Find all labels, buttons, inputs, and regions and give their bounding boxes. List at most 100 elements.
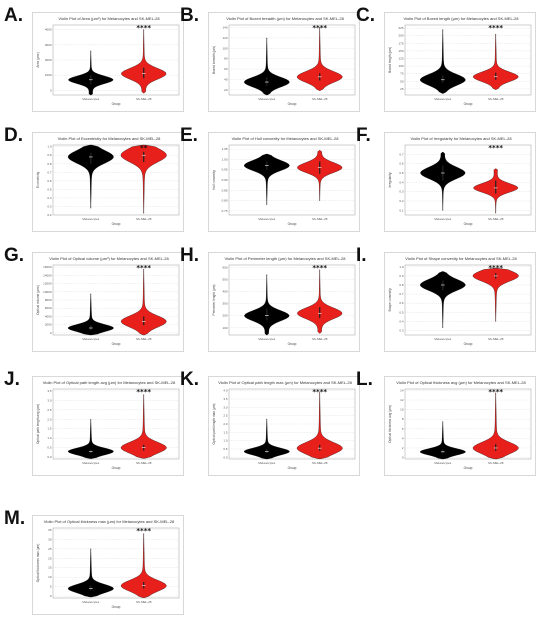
x-tick-label: Melanocytes (434, 337, 451, 341)
y-tick-label: 1000 (45, 73, 52, 77)
significance-marker: **** (488, 24, 503, 32)
violin-sk-mel-28 (296, 27, 343, 91)
y-tick-label: 400 (222, 290, 227, 294)
violin-sk-mel-28 (120, 268, 167, 336)
violin-chart: Violin Plot of Hull convexity for Melano… (212, 136, 356, 226)
y-tick-label: 3000 (45, 43, 52, 47)
violin-melanocytes (68, 50, 114, 96)
violin-chart: Violin Plot of Shape convexity for Melan… (388, 256, 532, 346)
y-tick-label: 200 (398, 34, 403, 38)
y-tick-label: 0.5 (399, 310, 404, 314)
violin-chart: Violin Plot of Eccentricity for Melanocy… (36, 136, 180, 226)
chart-title: Violin Plot of Irregularity for Melanocy… (410, 136, 512, 141)
y-tick-label: 0.0 (47, 455, 52, 459)
y-tick-label: 40 (224, 77, 228, 81)
y-tick-label: 1.5 (47, 427, 52, 431)
chart-frame: Violin Plot of Boxed length (μm) for Mel… (384, 12, 536, 112)
y-tick-label: 0.6 (399, 162, 404, 166)
y-axis-label: Eccentricity (36, 171, 40, 188)
violin-chart: Violin Plot of Optical thickness max (μm… (36, 519, 180, 609)
x-tick-label: SK-MEL-28 (488, 97, 504, 101)
violin-sk-mel-28 (472, 392, 519, 460)
y-tick-label: 0.4 (399, 180, 404, 184)
violin-melanocytes (420, 151, 466, 211)
violin-sk-mel-28 (120, 394, 167, 459)
panel-letter: E. (180, 125, 198, 146)
y-tick-label: 120 (222, 36, 227, 40)
axes-box (52, 527, 180, 599)
y-tick-label: 8000 (45, 298, 52, 302)
violin-chart: Violin Plot of Area (μm²) for Melanocyte… (36, 16, 180, 106)
y-tick-label: 0.7 (399, 152, 404, 156)
y-tick-label: 5 (50, 585, 52, 589)
panel-letter: C. (356, 5, 375, 26)
chart-title: Violin Plot of Area (μm²) for Melanocyte… (58, 16, 160, 21)
chart-title: Violin Plot of Eccentricity for Melanocy… (58, 136, 161, 141)
panel-d: D. Violin Plot of Eccentricity for Melano… (4, 126, 184, 234)
chart-title: Violin Plot of Optical thickness avg (μm… (396, 380, 526, 385)
x-tick-label: SK-MEL-28 (136, 461, 152, 465)
chart-title: Violin Plot of Hull convexity for Melano… (232, 136, 340, 141)
violin-melanocytes (68, 144, 114, 209)
violin-sk-mel-28 (472, 33, 519, 90)
violin-melanocytes (67, 293, 114, 336)
violin-sk-mel-28 (297, 150, 343, 201)
y-tick-label: 125 (398, 56, 403, 60)
y-tick-label: 2.5 (223, 414, 228, 418)
y-tick-label: 1.0 (399, 265, 404, 269)
significance-marker: **** (312, 264, 327, 272)
y-tick-label: 0.5 (223, 447, 228, 451)
x-axis-label: Group (464, 102, 473, 106)
y-tick-label: 14000 (43, 273, 52, 277)
y-tick-label: 0.4 (47, 196, 52, 200)
x-tick-label: Melanocytes (258, 217, 275, 221)
chart-frame: Violin Plot of Optical path length avg (… (32, 376, 184, 476)
chart-title: Violin Plot of Perimeter length (μm) for… (225, 256, 347, 261)
violin-melanocytes (244, 418, 290, 460)
y-tick-label: 200 (222, 314, 227, 318)
y-tick-label: 0.5 (399, 171, 404, 175)
x-tick-label: Melanocytes (82, 97, 99, 101)
axes-box (404, 24, 532, 96)
y-axis-label: Perimeter length (μm) (212, 285, 216, 316)
violin-melanocytes (419, 421, 466, 460)
x-tick-label: SK-MEL-28 (488, 337, 504, 341)
y-axis-label: Optical path length max (μm) (212, 404, 216, 445)
x-axis-label: Group (464, 222, 473, 226)
significance-marker: **** (312, 388, 327, 396)
y-tick-label: 2 (402, 446, 404, 450)
y-tick-label: 500 (222, 277, 227, 281)
y-tick-label: 6 (402, 427, 404, 431)
y-tick-label: 1.00 (222, 157, 228, 161)
x-tick-label: SK-MEL-28 (312, 217, 328, 221)
panel-a: A. Violin Plot of Area (μm²) for Melanocy… (4, 6, 184, 114)
significance-marker: **** (136, 24, 151, 32)
x-tick-label: SK-MEL-28 (312, 97, 328, 101)
y-tick-label: 1.0 (47, 436, 52, 440)
y-tick-label: 0.5 (47, 446, 52, 450)
x-tick-label: Melanocytes (434, 217, 451, 221)
x-axis-label: Group (112, 605, 121, 609)
violin-chart: Violin Plot of Optical path length max (… (212, 380, 356, 470)
violin-melanocytes (243, 153, 290, 205)
y-axis-label: Hull convexity (212, 170, 216, 190)
y-tick-label: 0.2 (47, 213, 52, 217)
x-tick-label: Melanocytes (434, 461, 451, 465)
violin-sk-mel-28 (472, 268, 519, 322)
chart-frame: Violin Plot of Eccentricity for Melanocy… (32, 132, 184, 232)
y-tick-label: 25 (400, 87, 404, 91)
y-tick-label: 60 (224, 67, 228, 71)
violin-chart: Violin Plot of Optical path length avg (… (36, 380, 180, 470)
panel-letter: B. (180, 5, 199, 26)
y-tick-label: 2000 (45, 323, 52, 327)
chart-frame: Violin Plot of Area (μm²) for Melanocyte… (32, 12, 184, 112)
violin-chart: Violin Plot of Boxed length (μm) for Mel… (388, 16, 532, 106)
significance-marker: **** (312, 24, 327, 32)
chart-frame: Violin Plot of Optical volume (μm³) for … (32, 252, 184, 352)
violin-chart: Violin Plot of Irregularity for Melanocy… (388, 136, 532, 226)
y-tick-label: 20 (224, 88, 228, 92)
significance-marker: ** (140, 144, 148, 152)
violin-melanocytes (67, 548, 114, 598)
chart-frame: Violin Plot of Irregularity for Melanocy… (384, 132, 536, 232)
y-tick-label: 300 (222, 302, 227, 306)
